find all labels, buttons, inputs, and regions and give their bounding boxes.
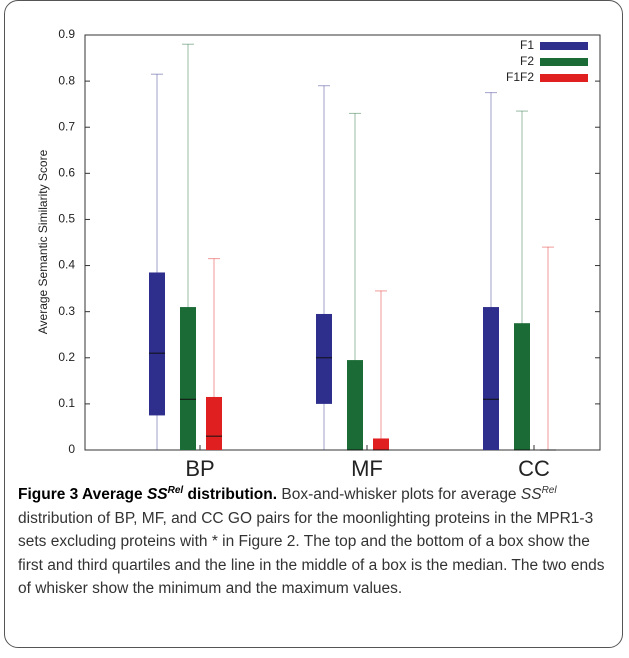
box <box>149 272 165 416</box>
caption: Figure 3 Average SSRel distribution. Box… <box>18 483 616 601</box>
caption-text: distribution of BP, MF, and CC GO pairs … <box>18 509 605 598</box>
box <box>316 313 332 404</box>
box <box>373 438 389 450</box>
y-tick-label: 0.3 <box>58 304 75 318</box>
y-tick-label: 0.1 <box>58 396 75 410</box>
box <box>514 323 530 450</box>
x-tick-label: BP <box>185 456 214 480</box>
legend-swatch <box>540 42 588 50</box>
x-tick-label: CC <box>518 456 550 480</box>
caption-title-text: Figure 3 Average <box>18 486 147 503</box>
y-tick-label: 0.8 <box>58 73 75 87</box>
y-tick-label: 0.2 <box>58 350 75 364</box>
legend-label: F1F2 <box>506 70 534 84</box>
y-tick-label: 0.4 <box>58 258 75 272</box>
y-tick-label: 0.5 <box>58 212 75 226</box>
caption-text: Box-and-whisker plots for average <box>281 486 521 503</box>
y-tick-label: 0 <box>68 442 75 456</box>
box <box>483 307 499 450</box>
chart: Average Semantic Similarity Score 0 0.1 0.… <box>36 27 601 480</box>
legend-label: F2 <box>520 54 534 68</box>
box <box>347 360 363 450</box>
caption-title-text: distribution. <box>183 486 278 503</box>
legend-label: F1 <box>520 38 534 52</box>
y-tick-label: 0.7 <box>58 119 75 133</box>
x-tick-label: MF <box>351 456 383 480</box>
figure-frame <box>4 0 623 648</box>
y-tick-label: 0.6 <box>58 166 75 180</box>
caption-title-superscript: Rel <box>167 484 184 496</box>
plot-frame <box>84 34 601 451</box>
box <box>206 396 222 450</box>
legend-swatch <box>540 58 588 66</box>
legend-swatch <box>540 74 588 82</box>
caption-symbol: SS <box>520 486 542 503</box>
caption-title-symbol: SS <box>146 486 168 503</box>
caption-superscript: Rel <box>541 484 557 496</box>
y-axis-label: Average Semantic Similarity Score <box>36 149 50 334</box>
y-tick-label: 0.9 <box>58 27 75 41</box>
box <box>180 307 196 450</box>
caption-title: Figure 3 Average SSRel distribution. <box>18 484 278 503</box>
